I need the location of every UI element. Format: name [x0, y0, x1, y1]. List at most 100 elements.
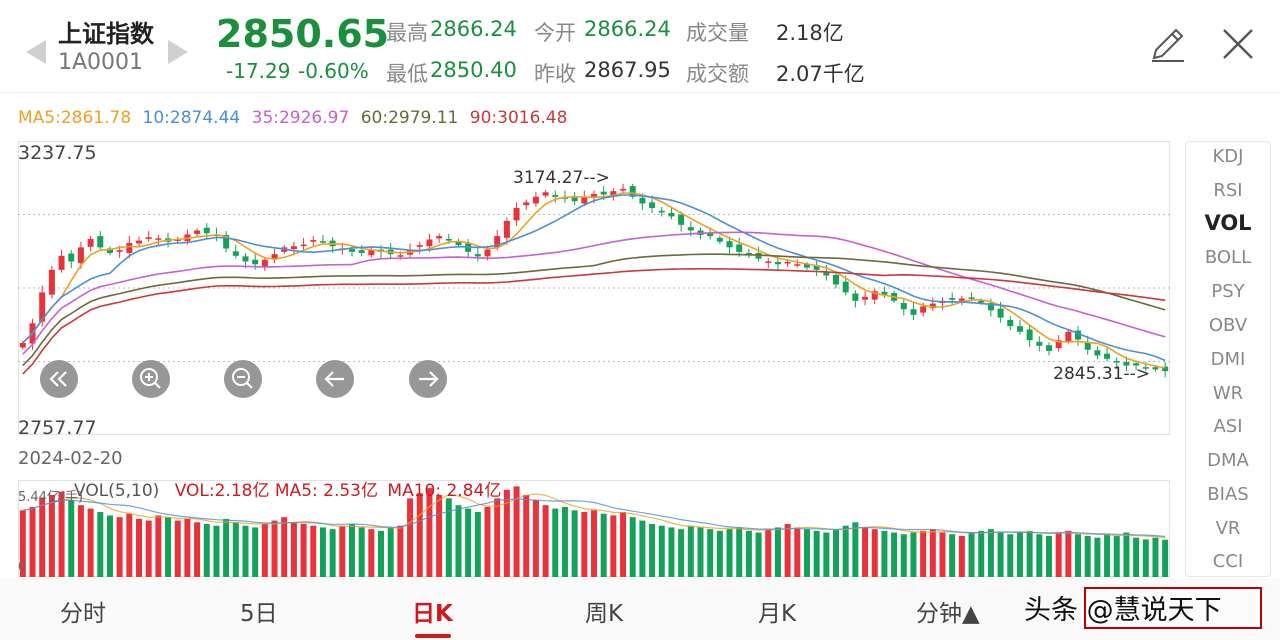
candle: [232, 251, 239, 256]
volume-bar: [116, 517, 123, 577]
candle: [716, 237, 723, 242]
volume-bar: [639, 520, 646, 577]
price-change-pct: -0.60%: [298, 59, 369, 83]
volume-bar: [833, 529, 840, 577]
volume-bar: [436, 494, 443, 577]
candle: [116, 250, 123, 252]
scroll-right-button[interactable]: [409, 360, 447, 398]
candle: [436, 236, 443, 239]
volume-bar: [300, 524, 307, 577]
indicator-vol[interactable]: VOL: [1204, 211, 1252, 235]
zoom-in-button[interactable]: [132, 360, 170, 398]
next-stock-arrow-icon[interactable]: [168, 40, 188, 64]
volume-bar: [1113, 535, 1120, 577]
close-icon[interactable]: [1218, 24, 1258, 64]
volume-bar: [194, 522, 201, 577]
volume-bar: [87, 508, 94, 577]
indicator-dmi[interactable]: DMI: [1210, 349, 1246, 370]
volume-bar: [542, 505, 549, 577]
volume-bar: [610, 515, 617, 577]
indicator-cci[interactable]: CCI: [1212, 551, 1244, 572]
tab-5day[interactable]: 5日: [240, 601, 278, 627]
volume-bar: [310, 525, 317, 577]
ma90-value: 90:3016.48: [469, 108, 568, 128]
candle: [823, 271, 830, 276]
volume-bar: [203, 524, 210, 577]
candle: [155, 238, 162, 240]
volume-bar: [600, 513, 607, 577]
candle: [19, 342, 26, 348]
candle: [668, 213, 675, 217]
volume-bar: [736, 527, 743, 577]
volume-bar: [503, 489, 510, 577]
indicator-wr[interactable]: WR: [1212, 383, 1244, 404]
prev-stock-arrow-icon[interactable]: [26, 40, 46, 64]
volume-bar: [1075, 534, 1082, 577]
quote-header: 上证指数 1A0001 2850.65 -17.29 -0.60% 最高 286…: [0, 0, 1280, 92]
volume-bar: [697, 527, 704, 577]
volume-bar: [891, 532, 898, 577]
volume-bar: [271, 520, 278, 577]
volume-bar: [929, 529, 936, 577]
zoom-out-button[interactable]: [224, 360, 262, 398]
ma35-line: [22, 231, 1166, 355]
tab-intraday[interactable]: 分时: [60, 601, 106, 627]
tab-minute[interactable]: 分钟▲: [916, 601, 980, 627]
high-value: 2866.24: [430, 17, 517, 41]
tab-daily-k[interactable]: 日K: [412, 601, 453, 627]
volume-bar: [290, 522, 297, 577]
kline-chart[interactable]: 3174.27--> 2845.31-->: [18, 141, 1170, 435]
candle: [1133, 363, 1140, 366]
low-label: 最低: [386, 62, 428, 86]
candle: [252, 259, 259, 265]
indicator-kdj[interactable]: KDJ: [1212, 146, 1244, 167]
indicator-boll[interactable]: BOLL: [1204, 247, 1252, 268]
candle: [145, 237, 152, 239]
candle: [707, 232, 714, 237]
candle: [1113, 360, 1120, 363]
tab-weekly-k[interactable]: 周K: [585, 601, 624, 627]
candle: [639, 197, 646, 204]
volume-bar: [58, 491, 65, 577]
volume-bar: [465, 508, 472, 577]
candle: [445, 238, 452, 241]
indicator-rsi[interactable]: RSI: [1213, 180, 1243, 201]
volume-bar: [252, 527, 259, 577]
volume-bar: [397, 525, 404, 577]
volume-bar: [242, 525, 249, 577]
volume-bar: [223, 518, 230, 577]
scroll-left-button[interactable]: [316, 360, 354, 398]
candle: [368, 249, 375, 256]
volume-bar: [765, 529, 772, 577]
volume-bar: [513, 486, 520, 577]
indicator-dma[interactable]: DMA: [1207, 450, 1249, 471]
indicator-list: KDJ RSI VOL BOLL PSY OBV DMI WR ASI DMA …: [1185, 141, 1271, 577]
last-price: 2850.65: [216, 12, 390, 56]
indicator-asi[interactable]: ASI: [1213, 416, 1243, 437]
candle: [77, 247, 84, 264]
volume-bar: [813, 530, 820, 577]
volume-bar: [68, 500, 75, 577]
price-axis-max: 3237.75: [18, 142, 97, 164]
candle: [610, 191, 617, 197]
indicator-bias[interactable]: BIAS: [1207, 484, 1249, 505]
double-chevron-left-icon: [49, 371, 67, 387]
tab-monthly-k[interactable]: 月K: [758, 601, 797, 627]
volume-bar: [842, 525, 849, 577]
volume-chart[interactable]: [18, 480, 1170, 577]
edit-icon[interactable]: [1148, 24, 1188, 64]
volume-bar: [1142, 539, 1149, 577]
indicator-obv[interactable]: OBV: [1208, 315, 1248, 336]
candle: [794, 264, 801, 266]
candle: [474, 254, 481, 257]
rewind-button[interactable]: [40, 360, 78, 398]
candle: [871, 291, 878, 300]
volume-bar: [678, 529, 685, 577]
volume-bar: [784, 524, 791, 577]
candle: [910, 309, 917, 315]
volume-label: 成交量: [686, 21, 749, 45]
indicator-psy[interactable]: PSY: [1211, 281, 1245, 302]
candle: [629, 186, 636, 197]
candle: [203, 227, 210, 234]
indicator-vr[interactable]: VR: [1215, 518, 1241, 539]
